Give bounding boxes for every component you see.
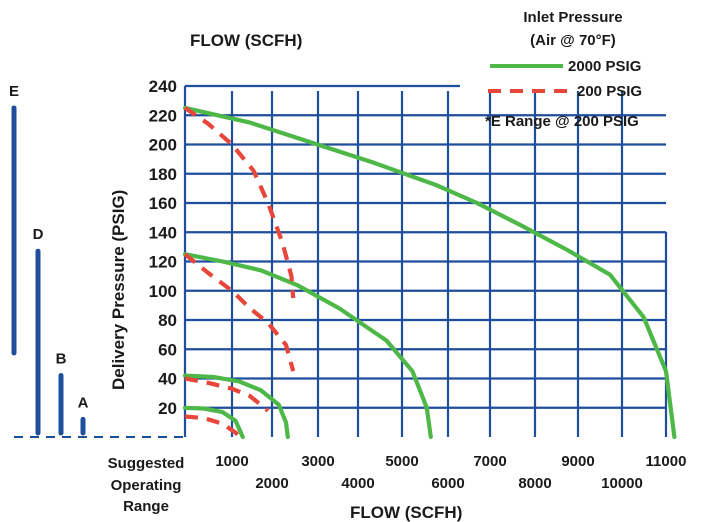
x-tick-label: 1000 [215,453,248,470]
x-tick-label: 10000 [601,475,643,492]
range-letter-e: E [9,83,19,100]
y-tick-label: 60 [158,340,177,359]
x-tick-label: 8000 [518,475,551,492]
range-letter-a: A [78,394,89,411]
range-letter-d: D [33,226,44,243]
y-tick-label: 240 [149,77,177,96]
curve-200-psig [183,252,296,372]
chart-title: FLOW (SCFH) [190,31,302,50]
x-tick-label: 11000 [646,453,687,470]
curve-200-psig [183,106,296,299]
y-tick-label: 200 [149,136,177,155]
curve-2000-psig [182,405,245,440]
x-tick-label: 3000 [301,453,334,470]
y-tick-label: 220 [149,106,177,125]
legend-note: *E Range @ 200 PSIG [485,113,639,130]
x-tick-label: 6000 [431,475,464,492]
curve-200-psig [184,414,241,439]
legend-label-200: 200 PSIG [577,83,642,100]
range-letter-b: B [56,351,67,368]
y-tick-label: 160 [149,194,177,213]
y-tick-label: 120 [149,253,177,272]
legend-title-line1: Inlet Pressure [523,9,622,26]
range-label-line1: Suggested [108,455,185,472]
y-tick-label: 40 [158,370,177,389]
range-label-line2: Operating [111,477,182,494]
legend-label-2000: 2000 PSIG [568,58,641,75]
y-tick-label: 180 [149,165,177,184]
range-label-line3: Range [123,498,169,515]
x-axis-label: FLOW (SCFH) [350,503,462,522]
curves [182,105,677,440]
y-tick-label: 100 [149,282,177,301]
x-tick-label: 4000 [341,475,374,492]
x-tick-label: 5000 [385,453,418,470]
operating-range: E D B A [9,83,89,436]
x-tick-label: 7000 [473,453,506,470]
x-tick-label: 2000 [255,475,288,492]
curve-200-psig [184,376,270,413]
curve-2000-psig [182,373,290,440]
y-tick-label: 20 [158,399,177,418]
legend: Inlet Pressure (Air @ 70°F) 2000 PSIG 20… [485,9,642,130]
y-tick-label: 80 [158,311,177,330]
y-tick-label: 140 [149,223,177,242]
x-tick-label: 9000 [561,453,594,470]
legend-title-line2: (Air @ 70°F) [530,32,616,49]
curve-2000-psig [182,105,677,440]
curve-2000-psig [182,252,433,440]
y-axis-label: Delivery Pressure (PSIG) [109,190,128,390]
